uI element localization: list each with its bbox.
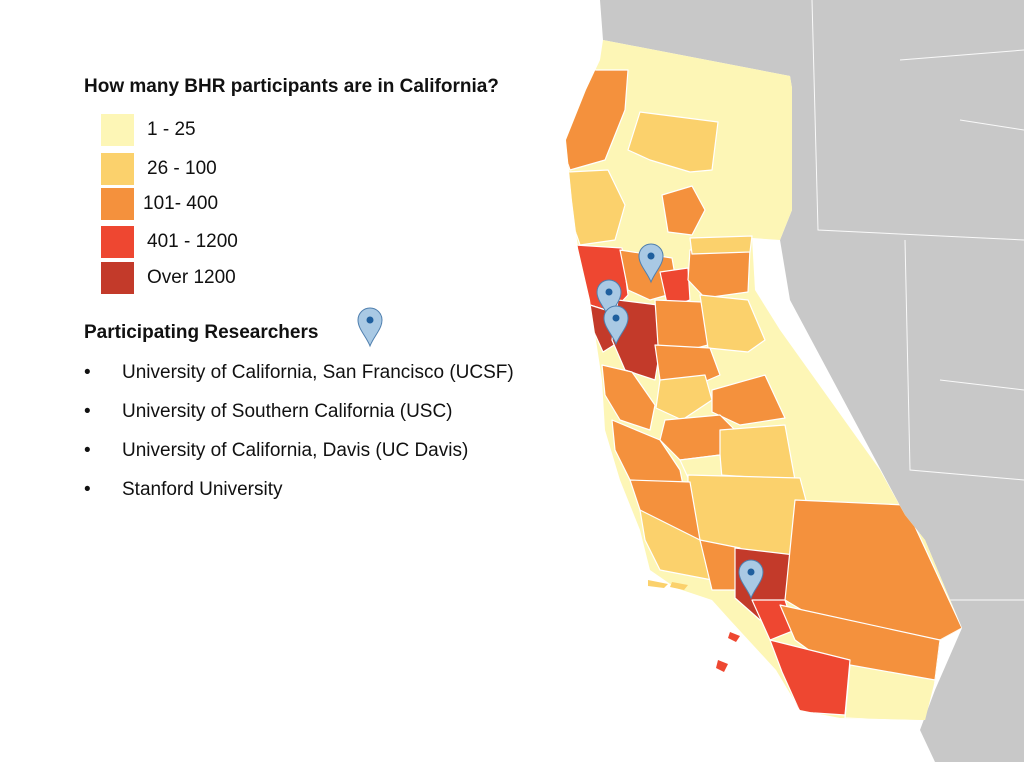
legend-label: 401 - 1200 (147, 231, 238, 252)
map-pin-stanford[interactable] (603, 305, 629, 346)
legend-item: 401 - 1200 (101, 226, 361, 258)
county-san-diego (769, 639, 851, 716)
map-title: How many BHR participants are in Califor… (84, 76, 499, 97)
county-butte (661, 185, 706, 236)
county-santa-cruz (601, 364, 656, 431)
legend-label: 1 - 25 (147, 119, 196, 140)
legend-item: 26 - 100 (101, 153, 361, 185)
county-nevada (689, 235, 753, 255)
researchers-title: Participating Researchers (84, 322, 319, 343)
neighbor-states (600, 0, 1024, 762)
bullet: • (84, 362, 91, 383)
map-marker-icon (357, 307, 383, 348)
county-tulare (719, 424, 796, 481)
researcher-name: University of California, Davis (UC Davi… (122, 440, 469, 461)
legend-swatch (101, 188, 134, 220)
legend-label: Over 1200 (147, 267, 236, 288)
bullet: • (84, 440, 91, 461)
bullet: • (84, 479, 91, 500)
county-imperial (844, 664, 936, 720)
county-santa-barbara (639, 509, 713, 581)
channel-islands (648, 580, 740, 672)
map-pin-ucsf[interactable] (596, 279, 622, 320)
legend-label: 26 - 100 (147, 158, 217, 179)
legend-item: 101- 400 (101, 188, 361, 220)
county-siskiyou-part (627, 111, 719, 173)
bullet: • (84, 401, 91, 422)
legend-item: 1 - 25 (101, 114, 361, 146)
researcher-name: University of Southern California (USC) (122, 401, 453, 422)
researcher-name: Stanford University (122, 479, 283, 500)
legend-swatch (101, 114, 134, 146)
legend-swatch (101, 226, 134, 258)
county-sacramento (659, 267, 691, 309)
county-placer (687, 247, 751, 299)
legend-item: Over 1200 (101, 262, 361, 294)
legend-swatch (101, 153, 134, 185)
county-san-joaquin (654, 299, 709, 353)
county-amador (699, 294, 766, 353)
county-madera (711, 374, 786, 426)
researcher-name: University of California, San Francisco … (122, 362, 514, 383)
map-pin-uc-davis[interactable] (638, 243, 664, 284)
legend-label: 101- 400 (143, 193, 219, 214)
county-merced (655, 374, 713, 421)
legend-swatch (101, 262, 134, 294)
map-pin-usc[interactable] (738, 559, 764, 600)
